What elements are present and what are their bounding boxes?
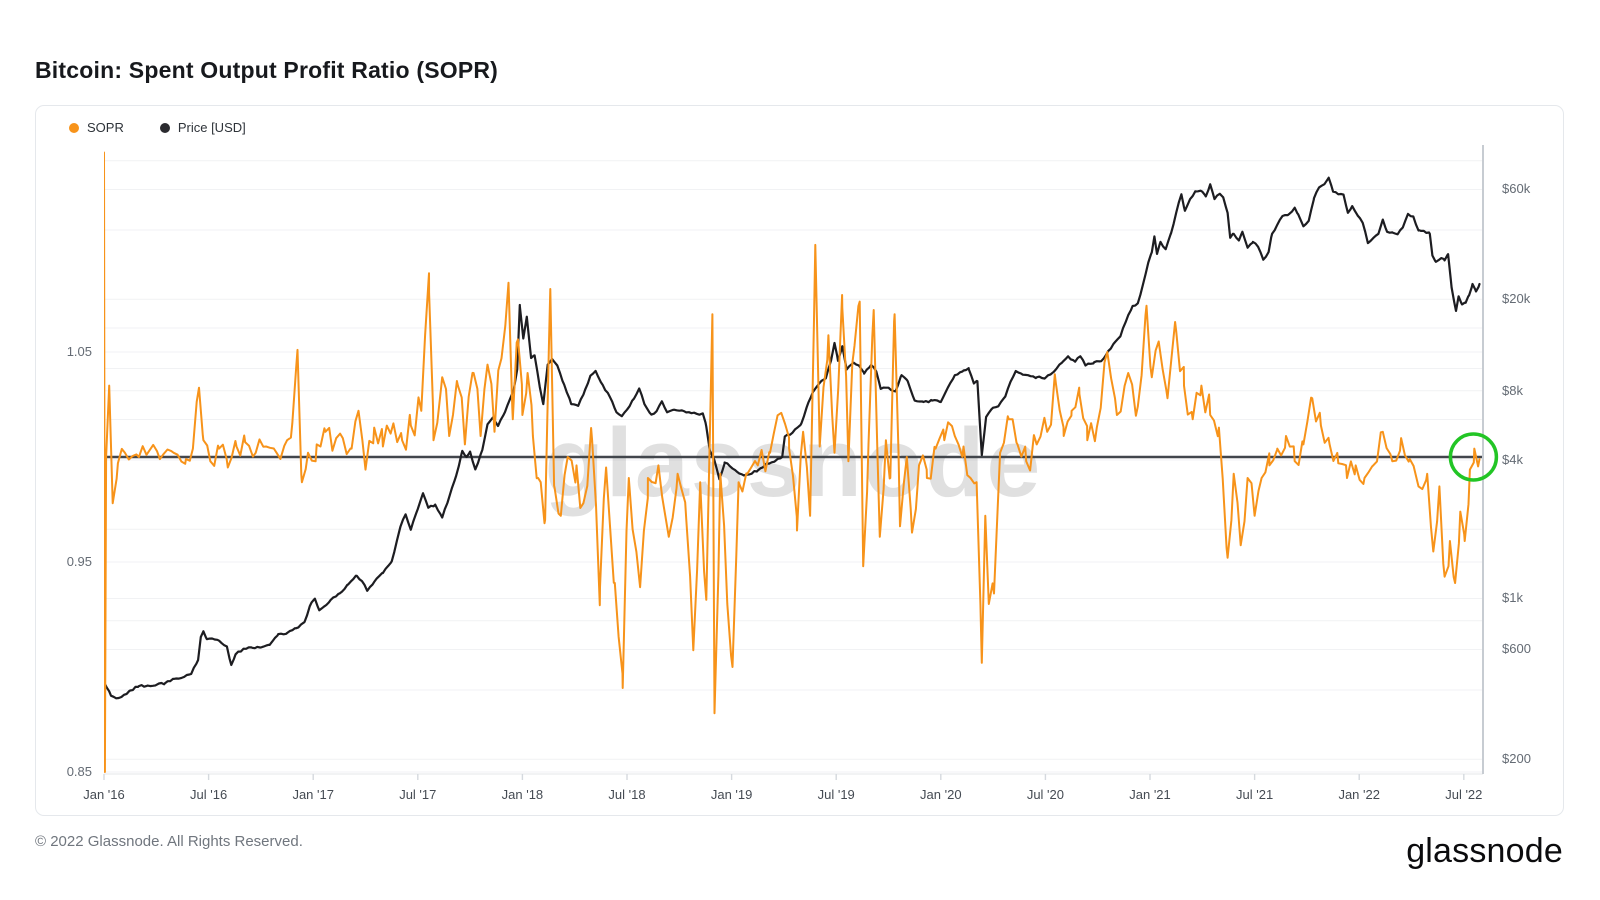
right-axis-tick-label: $1k: [1502, 590, 1523, 606]
x-axis-tick-label: Jul '19: [817, 787, 855, 802]
right-axis-tick-label: $8k: [1502, 382, 1523, 398]
x-axis-tick-label: Jul '17: [399, 787, 437, 802]
glassnode-logo[interactable]: glassnode: [1406, 832, 1563, 870]
x-axis-tick-label: Jan '20: [920, 787, 962, 802]
page-title: Bitcoin: Spent Output Profit Ratio (SOPR…: [35, 57, 499, 84]
x-axis-tick-label: Jan '17: [292, 787, 334, 802]
right-axis-tick-label: $60k: [1502, 181, 1531, 197]
left-axis-tick-label: 0.85: [66, 764, 92, 779]
price-series-dot-icon: [159, 122, 170, 133]
x-axis-tick-label: Jul '16: [190, 787, 228, 802]
x-axis-tick-label: Jan '22: [1338, 787, 1380, 802]
right-axis-tick-label: $20k: [1502, 291, 1531, 307]
left-axis-tick-label: 0.95: [66, 554, 92, 569]
legend-label-price: Price [USD]: [177, 120, 246, 135]
left-axis-tick-label: 1.05: [66, 344, 92, 359]
footer-copyright: © 2022 Glassnode. All Rights Reserved.: [35, 833, 303, 850]
x-axis-tick-label: Jul '20: [1026, 787, 1064, 802]
sopr-series-dot-icon: [69, 122, 79, 133]
x-axis-tick-label: Jul '22: [1445, 787, 1483, 802]
chart-legend: SOPR Price [USD]: [69, 120, 246, 135]
legend-item-sopr[interactable]: SOPR: [69, 120, 124, 135]
x-axis-tick-label: Jan '19: [710, 787, 753, 802]
right-axis-tick-label: $200: [1502, 751, 1531, 767]
x-axis-tick-label: Jul '18: [608, 787, 646, 802]
x-axis-tick-label: Jan '21: [1129, 787, 1171, 802]
x-axis-tick-label: Jul '21: [1236, 787, 1274, 802]
chart-card: [35, 105, 1564, 816]
x-axis-tick-label: Jan '18: [501, 787, 544, 802]
right-axis-tick-label: $4k: [1502, 452, 1523, 467]
x-axis-tick-label: Jan '16: [83, 787, 125, 802]
legend-label-sopr: SOPR: [87, 120, 124, 135]
right-axis-tick-label: $600: [1502, 641, 1531, 657]
legend-item-price[interactable]: Price [USD]: [159, 120, 246, 135]
